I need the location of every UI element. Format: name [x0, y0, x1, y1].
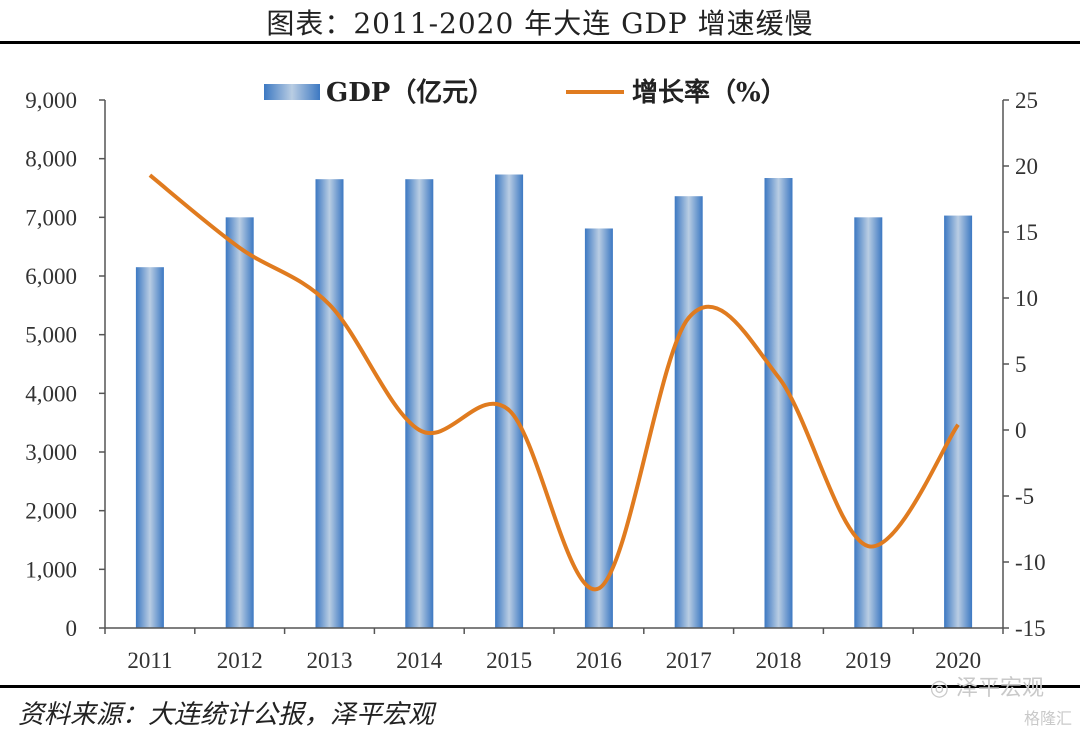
- y-left-tick-label: 6,000: [25, 264, 77, 289]
- y-left-tick-label: 9,000: [25, 88, 77, 113]
- y-left-tick-label: 1,000: [25, 557, 77, 582]
- wechat-icon: ◎: [929, 676, 949, 701]
- y-right-tick-label: 0: [1015, 418, 1027, 443]
- y-left-tick-label: 8,000: [25, 147, 77, 172]
- bar-2016: [584, 228, 613, 629]
- x-tick-label: 2016: [576, 648, 622, 673]
- y-left-tick-label: 2,000: [25, 499, 77, 524]
- bar-2020: [944, 215, 973, 628]
- x-tick-label: 2019: [845, 648, 891, 673]
- bar-2018: [764, 178, 793, 628]
- y-right-tick-label: 5: [1015, 352, 1027, 377]
- legend-line-label: 增长率（%）: [632, 77, 787, 108]
- y-left-tick-label: 5,000: [25, 323, 77, 348]
- legend-bar-label: GDP（亿元）: [326, 78, 494, 108]
- x-tick-label: 2012: [217, 648, 263, 673]
- y-right-tick-label: -15: [1015, 616, 1046, 641]
- legend-bar-swatch: [264, 84, 320, 100]
- line-layer: [148, 173, 960, 592]
- y-right-tick-label: 25: [1015, 88, 1038, 113]
- bar-2013: [315, 179, 344, 628]
- bars-layer: [135, 174, 973, 629]
- x-tick-label: 2015: [486, 648, 532, 673]
- y-right-tick-label: -10: [1015, 550, 1046, 575]
- growth-rate-line: [148, 173, 960, 592]
- bar-2014: [405, 179, 434, 628]
- y-left-tick-label: 7,000: [25, 205, 77, 230]
- source-note: 资料来源：大连统计公报，泽平宏观: [18, 700, 435, 730]
- y-left-tick-label: 3,000: [25, 440, 77, 465]
- watermark-secondary: 格隆汇: [1023, 709, 1072, 728]
- y-left-tick-label: 0: [66, 616, 78, 641]
- x-tick-label: 2014: [396, 648, 443, 673]
- bar-2011: [135, 267, 164, 628]
- axes-layer: 0 1,000 2,000 3,000 4,000 5,000 6,000 7,000 8,00…: [25, 88, 1045, 673]
- bar-2012: [225, 217, 254, 629]
- x-tick-label: 2020: [935, 648, 981, 673]
- x-tick-label: 2013: [307, 648, 353, 673]
- source-rule: [0, 685, 1080, 688]
- x-tick-label: 2017: [666, 648, 712, 673]
- y-right-tick-label: -5: [1015, 484, 1034, 509]
- chart: 0 1,000 2,000 3,000 4,000 5,000 6,000 7,000 8,00…: [25, 77, 1045, 673]
- bar-2015: [495, 174, 524, 629]
- y-right-tick-label: 15: [1015, 220, 1038, 245]
- bar-2017: [674, 196, 703, 629]
- legend: GDP（亿元） 增长率（%）: [264, 77, 787, 108]
- bar-2019: [854, 217, 883, 629]
- watermark-text: 泽平宏观: [955, 676, 1044, 701]
- y-right-tick-label: 10: [1015, 286, 1038, 311]
- x-tick-label: 2018: [756, 648, 802, 673]
- watermark: ◎ 泽平宏观: [930, 670, 1044, 702]
- y-left-tick-label: 4,000: [25, 381, 77, 406]
- x-tick-label: 2011: [127, 648, 172, 673]
- chart-title: 图表：2011-2020 年大连 GDP 增速缓慢: [266, 7, 814, 40]
- y-right-tick-label: 20: [1015, 154, 1038, 179]
- title-rule: [0, 41, 1080, 44]
